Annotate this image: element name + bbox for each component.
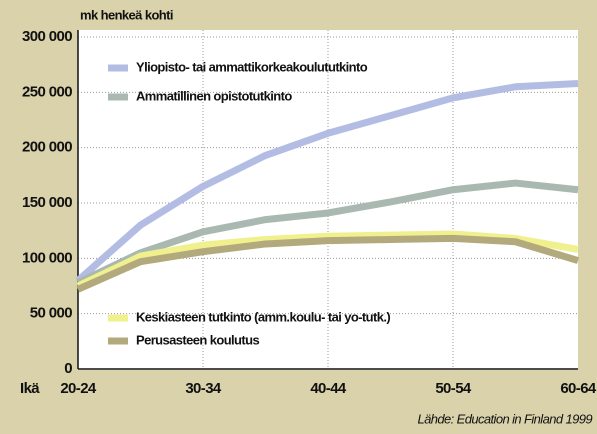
- legend-label: Keskiasteen tutkinto (amm.koulu- tai yo-…: [136, 309, 390, 324]
- x-axis-label: Ikä: [20, 380, 40, 397]
- series-line: [75, 79, 579, 284]
- x-tick-label: 40-44: [310, 380, 347, 397]
- x-tick-label: 60-64: [560, 380, 597, 397]
- y-axis-label: mk henkeä kohti: [80, 7, 173, 22]
- legend-label: Yliopisto- tai ammattikorkeakoulututkint…: [136, 59, 368, 74]
- series-line: [76, 230, 579, 290]
- y-tick-label: 150 000: [22, 194, 72, 211]
- series-line: [76, 179, 579, 286]
- y-tick-label: 0: [64, 360, 72, 377]
- legend-label: Ammatillinen opistotutkinto: [136, 88, 292, 103]
- x-tick-label: 50-54: [435, 380, 472, 397]
- y-tick-label: 200 000: [22, 139, 72, 156]
- x-tick-label: 30-34: [185, 380, 222, 397]
- legend-label: Perusasteen koulutus: [136, 332, 259, 347]
- y-tick-label: 250 000: [22, 83, 72, 100]
- y-tick-label: 300 000: [22, 28, 72, 45]
- y-tick-label: 100 000: [22, 249, 72, 266]
- x-tick-label: 20-24: [60, 380, 97, 397]
- y-tick-label: 50 000: [30, 305, 73, 322]
- series-line: [76, 234, 580, 293]
- source: Lähde: Education in Finland 1999: [417, 411, 592, 426]
